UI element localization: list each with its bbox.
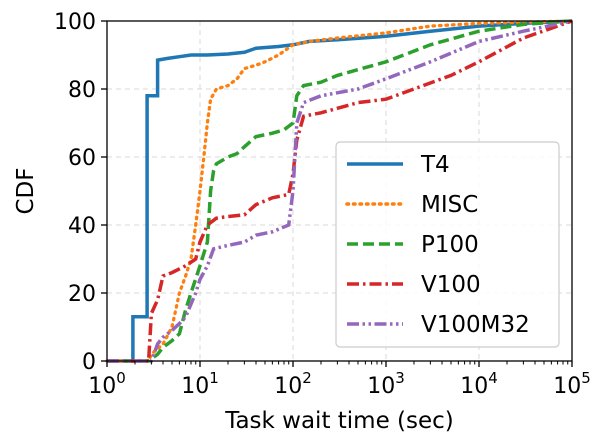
series-lines [105,19,574,363]
series-line-t4 [107,19,573,363]
legend-label-v100: V100 [421,272,481,298]
y-tick-label: 0 [82,350,96,375]
legend-label-p100: P100 [421,232,479,258]
x-tick-label: 100 [88,369,126,399]
x-tick-label: 105 [553,369,591,399]
x-tick-label: 101 [181,369,219,399]
series-line-misc [105,19,574,363]
x-tick-label: 102 [274,369,312,399]
y-axis-label: CDF [13,168,39,215]
legend-label-v100m32: V100M32 [421,312,530,338]
plot-frame [106,20,573,362]
x-tick-label: 104 [460,369,498,399]
legend-box [335,141,560,348]
series-line-v100 [107,19,573,363]
axis-ticks: 100 101 102 103 104 105 0 20 40 60 80 100 [54,10,591,399]
y-tick-label: 20 [68,282,96,307]
series-line-p100 [107,19,573,363]
legend-label-misc: MISC [421,192,478,218]
y-tick-label: 80 [68,78,96,103]
y-tick-label: 60 [68,146,96,171]
x-axis-label: Task wait time (sec) [224,408,454,434]
legend: T4 MISC P100 V100 V100M32 [335,141,560,348]
legend-label-t4: T4 [420,152,450,178]
y-tick-label: 100 [54,10,96,35]
series-line-v100m32 [107,19,573,363]
y-tick-label: 40 [68,214,96,239]
x-tick-label: 103 [367,369,405,399]
